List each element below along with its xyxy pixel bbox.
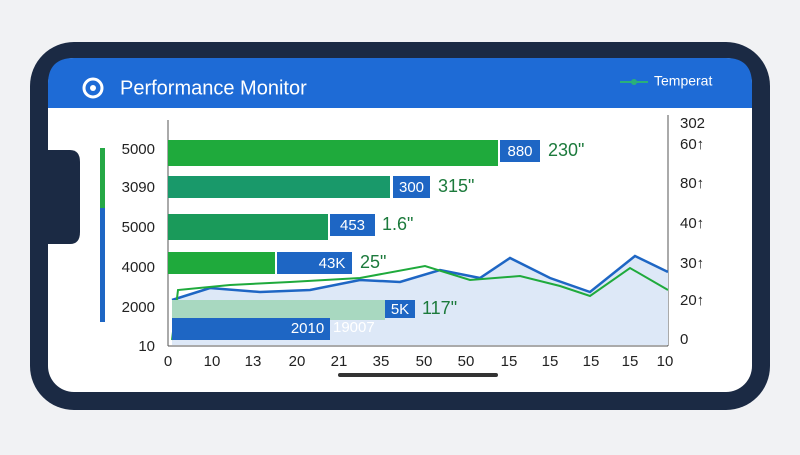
header-bar [48,58,752,108]
value-box-label: 453 [340,217,365,234]
x-axis-label: 35 [373,353,390,370]
x-axis-label: 15 [542,353,559,370]
y2-axis-label: 40↑ [680,215,704,232]
x-axis-label: 20 [289,353,306,370]
settings-icon-center [90,85,96,91]
bar [172,318,330,340]
value-label: 315" [438,176,474,196]
bar [168,176,390,198]
y2-axis-label: 0 [680,331,688,348]
x-axis-label: 15 [501,353,518,370]
bar [277,252,312,274]
value-box [330,214,375,236]
bar [168,252,275,274]
side-indicator [100,148,105,208]
x-axis-label: 10 [657,353,674,370]
y-axis-label: 4000 [122,259,155,276]
value-box-label: 43K [319,255,346,272]
y2-axis-label: 20↑ [680,292,704,309]
x-axis-label: 50 [416,353,433,370]
bar [168,214,328,240]
y-axis-label: 5000 [122,141,155,158]
x-axis-label: 13 [245,353,262,370]
value-box [500,140,540,162]
value-box [312,252,352,274]
home-indicator[interactable] [338,373,498,377]
value-box [393,176,430,198]
notch [48,150,80,244]
y2-axis-label: 30↑ [680,255,704,272]
y-axis-label: 5000 [122,219,155,236]
value-label: 1.6" [382,214,413,234]
value-label: 230" [548,140,584,160]
bar [172,300,385,320]
y2-axis-label: 302 [680,115,705,132]
x-axis-label: 15 [583,353,600,370]
value-label: 25" [360,252,386,272]
x-axis-label: 50 [458,353,475,370]
x-axis-label: 15 [622,353,639,370]
value-box-label: 5K [391,301,409,318]
y-axis-label: 3090 [122,179,155,196]
y2-axis-label: 60↑ [680,136,704,153]
value-box-label: 880 [507,143,532,160]
series-line [171,264,669,341]
y2-axis-label: 80↑ [680,175,704,192]
legend-label[interactable]: Temperat [654,73,712,89]
chart-labels: 500030905000400020001030260↑80↑40↑30↑20↑… [122,115,705,370]
legend-marker [631,79,637,85]
y-axis-label: 2000 [122,299,155,316]
x-axis-label: 21 [331,353,348,370]
value-box [385,300,415,318]
value-box-label: 2010 [291,320,324,337]
x-axis-label: 0 [164,353,172,370]
bar [168,140,498,166]
value-box-label: 300 [399,179,424,196]
app-title: Performance Monitor [120,77,307,99]
settings-icon[interactable] [82,77,104,99]
side-indicator [100,208,105,322]
value-label: 19007 [333,319,375,336]
y-axis-label: 10 [138,338,155,355]
value-label: 117" [422,298,457,318]
x-axis-label: 10 [204,353,221,370]
